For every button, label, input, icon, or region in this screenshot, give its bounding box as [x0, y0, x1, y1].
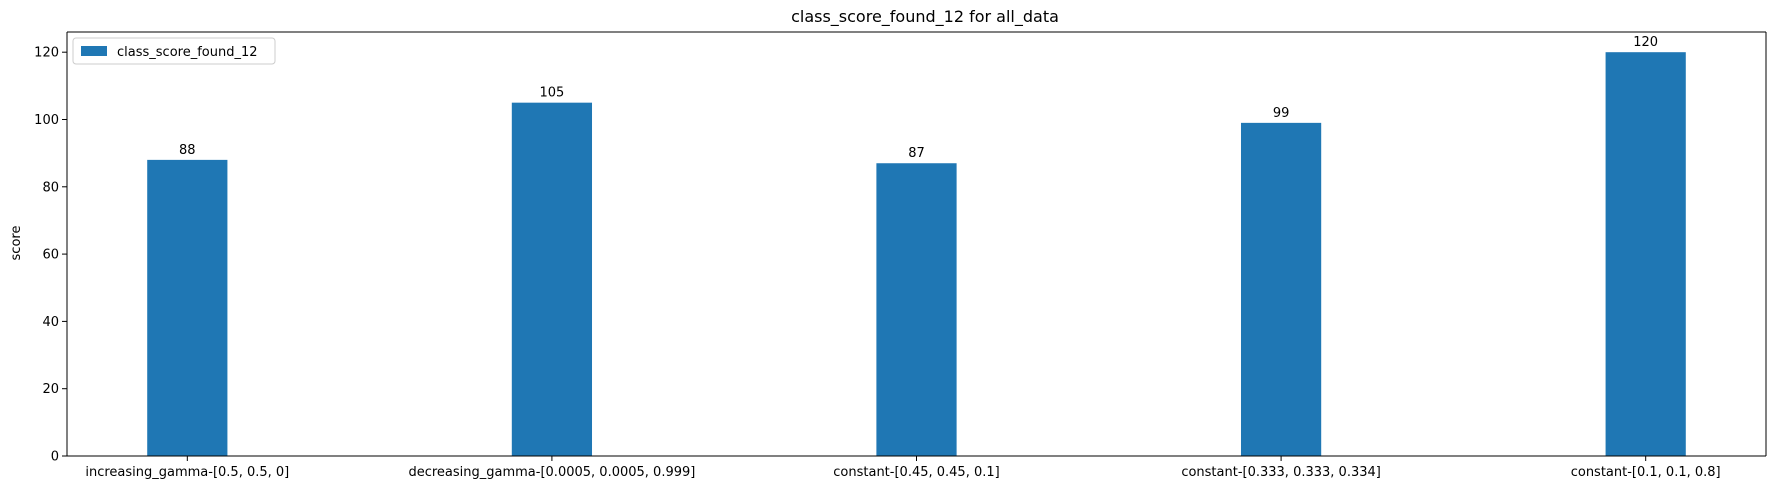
- bar: [1605, 52, 1686, 456]
- legend-label: class_score_found_12: [117, 45, 258, 60]
- x-tick-label: constant-[0.333, 0.333, 0.334]: [1181, 465, 1381, 480]
- bar: [876, 163, 957, 456]
- legend: class_score_found_12: [72, 37, 276, 65]
- y-axis-label: score: [9, 226, 24, 261]
- x-tick-label: increasing_gamma-[0.5, 0.5, 0]: [85, 465, 289, 480]
- bar-value-label: 120: [1633, 35, 1658, 50]
- y-tick-label: 20: [42, 382, 59, 397]
- bar-value-label: 87: [908, 146, 925, 161]
- bar: [511, 102, 593, 457]
- legend-frame: [72, 37, 276, 65]
- plot-area: 88 105 87 99 120 0 20 40 60 80 100 120 increasing_ga…: [34, 31, 1767, 480]
- y-tick-label: 120: [34, 46, 59, 61]
- bar-value-label: 88: [179, 143, 196, 158]
- y-tick-label: 60: [42, 248, 59, 263]
- chart-title: class_score_found_12 for all_data: [791, 7, 1059, 27]
- x-tick-label: constant-[0.1, 0.1, 0.8]: [1571, 465, 1721, 480]
- y-tick-label: 0: [51, 450, 59, 465]
- x-tick-label: constant-[0.45, 0.45, 0.1]: [833, 465, 999, 480]
- bar: [147, 159, 228, 456]
- bar-value-label: 105: [539, 86, 564, 101]
- y-tick-label: 40: [42, 315, 59, 330]
- bar: [1240, 122, 1322, 456]
- x-tick-label: decreasing_gamma-[0.0005, 0.0005, 0.999]: [408, 465, 695, 480]
- legend-swatch: [81, 46, 107, 56]
- y-tick-label: 80: [42, 180, 59, 195]
- y-tick-label: 100: [34, 113, 59, 128]
- bar-value-label: 99: [1273, 106, 1290, 121]
